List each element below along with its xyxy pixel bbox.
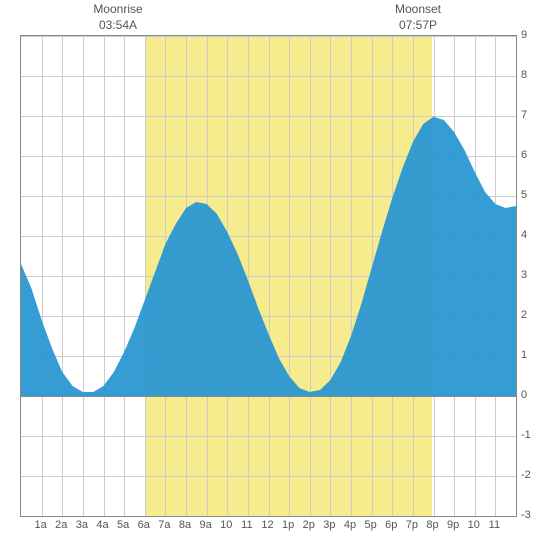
x-tick-label: 6p — [385, 519, 397, 531]
y-tick-label: 9 — [521, 29, 527, 41]
y-tick-label: 4 — [521, 229, 527, 241]
x-tick-label: 5a — [117, 519, 129, 531]
y-tick-label: 2 — [521, 309, 527, 321]
x-tick-label: 7p — [406, 519, 418, 531]
x-tick-label: 6a — [138, 519, 150, 531]
y-tick-label: -3 — [521, 509, 531, 521]
x-tick-label: 9a — [200, 519, 212, 531]
x-tick-label: 5p — [365, 519, 377, 531]
x-tick-label: 10 — [468, 519, 480, 531]
grid-line-horizontal — [21, 516, 516, 517]
x-tick-label: 7a — [158, 519, 170, 531]
y-tick-label: 5 — [521, 189, 527, 201]
moonrise-title: Moonrise — [88, 2, 148, 18]
x-tick-label: 3a — [76, 519, 88, 531]
moonset-time: 07:57P — [388, 18, 448, 34]
x-tick-label: 2a — [55, 519, 67, 531]
x-tick-label: 2p — [303, 519, 315, 531]
x-tick-label: 10 — [220, 519, 232, 531]
moonrise-annotation: Moonrise 03:54A — [88, 2, 148, 33]
x-tick-label: 11 — [489, 519, 500, 531]
x-tick-label: 8p — [426, 519, 438, 531]
plot-area — [20, 35, 517, 517]
y-tick-label: 3 — [521, 269, 527, 281]
x-tick-label: 4a — [96, 519, 108, 531]
y-tick-label: 0 — [521, 389, 527, 401]
y-tick-label: 8 — [521, 69, 527, 81]
y-tick-label: -2 — [521, 469, 531, 481]
moonrise-time: 03:54A — [88, 18, 148, 34]
moonset-annotation: Moonset 07:57P — [388, 2, 448, 33]
y-tick-label: 7 — [521, 109, 527, 121]
y-tick-label: 6 — [521, 149, 527, 161]
tide-chart: Moonrise 03:54A Moonset 07:57P 1a 2a 3a 4a 5… — [0, 0, 550, 550]
tide-series — [21, 36, 516, 516]
y-tick-label: 1 — [521, 349, 527, 361]
x-tick-label: 8a — [179, 519, 191, 531]
zero-line — [21, 396, 516, 397]
x-tick-label: 11 — [241, 519, 252, 531]
x-tick-label: 1p — [282, 519, 294, 531]
x-tick-label: 12 — [261, 519, 273, 531]
x-tick-label: 1a — [35, 519, 47, 531]
x-tick-label: 4p — [344, 519, 356, 531]
moonset-title: Moonset — [388, 2, 448, 18]
y-tick-label: -1 — [521, 429, 531, 441]
x-tick-label: 9p — [447, 519, 459, 531]
x-tick-label: 3p — [323, 519, 335, 531]
